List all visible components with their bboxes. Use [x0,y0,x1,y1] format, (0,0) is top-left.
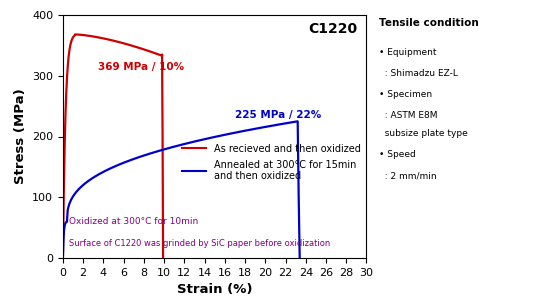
Text: • Specimen: • Specimen [379,90,432,99]
Text: Tensile condition: Tensile condition [379,18,479,28]
Text: : ASTM E8M: : ASTM E8M [379,111,438,120]
Text: : 2 mm/min: : 2 mm/min [379,171,437,180]
Legend: As recieved and then oxidized, Annealed at 300°C for 15min
and then oxidized: As recieved and then oxidized, Annealed … [178,140,365,185]
Text: • Equipment: • Equipment [379,48,437,57]
Text: 225 MPa / 22%: 225 MPa / 22% [235,110,321,120]
Text: • Speed: • Speed [379,150,416,159]
Y-axis label: Stress (MPa): Stress (MPa) [14,88,26,184]
Text: : Shimadzu EZ-L: : Shimadzu EZ-L [379,69,458,78]
Text: Oxidized at 300°C for 10min: Oxidized at 300°C for 10min [69,218,198,226]
X-axis label: Strain (%): Strain (%) [177,283,253,296]
Text: subsize plate type: subsize plate type [379,129,468,138]
Text: 369 MPa / 10%: 369 MPa / 10% [98,62,184,72]
Text: C1220: C1220 [309,22,357,36]
Text: Surface of C1220 was grinded by SiC paper before oxidization: Surface of C1220 was grinded by SiC pape… [69,239,330,248]
